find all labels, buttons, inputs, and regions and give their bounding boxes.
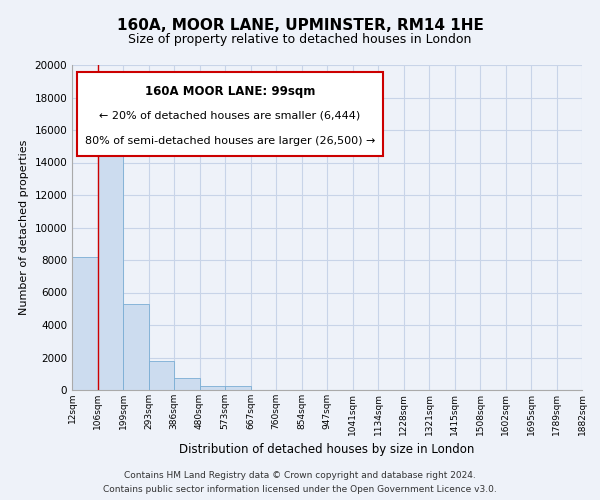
Text: Size of property relative to detached houses in London: Size of property relative to detached ho… — [128, 32, 472, 46]
Bar — [174, 378, 199, 390]
FancyBboxPatch shape — [77, 72, 383, 156]
Bar — [72, 257, 97, 390]
Text: Contains HM Land Registry data © Crown copyright and database right 2024.
Contai: Contains HM Land Registry data © Crown c… — [103, 472, 497, 494]
Bar — [199, 386, 225, 390]
X-axis label: Distribution of detached houses by size in London: Distribution of detached houses by size … — [179, 443, 475, 456]
Y-axis label: Number of detached properties: Number of detached properties — [19, 140, 29, 315]
Text: ← 20% of detached houses are smaller (6,444): ← 20% of detached houses are smaller (6,… — [100, 110, 361, 120]
Bar — [225, 386, 251, 390]
Bar — [149, 361, 174, 390]
Bar — [123, 304, 149, 390]
Text: 160A, MOOR LANE, UPMINSTER, RM14 1HE: 160A, MOOR LANE, UPMINSTER, RM14 1HE — [116, 18, 484, 32]
Text: 80% of semi-detached houses are larger (26,500) →: 80% of semi-detached houses are larger (… — [85, 136, 375, 146]
Text: 160A MOOR LANE: 99sqm: 160A MOOR LANE: 99sqm — [145, 84, 315, 98]
Bar — [97, 120, 123, 390]
